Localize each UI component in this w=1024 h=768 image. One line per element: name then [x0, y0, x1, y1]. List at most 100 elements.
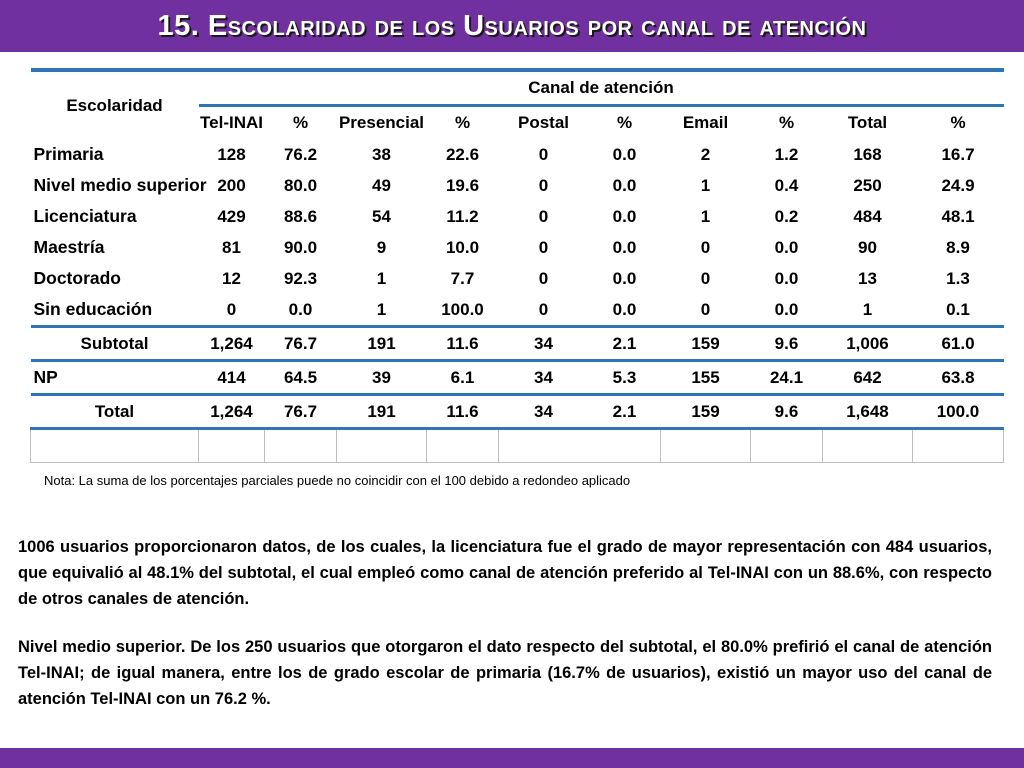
table-cell: 0.0 [612, 268, 637, 288]
table-cell: 159 [660, 393, 751, 429]
table-cell: 76.7 [264, 325, 337, 361]
table-cell: 6.1 [426, 359, 499, 395]
table-row: Primaria 128 76.2 38 22.6 0 0.0 2 1.2 168 16.7 [31, 139, 1004, 170]
column-header: % [912, 104, 1004, 139]
row-label: Doctorado [33, 268, 122, 288]
table-cell: 1,648 [822, 393, 913, 429]
column-header: Total [822, 104, 913, 139]
row-label: Nivel medio superior [33, 175, 207, 195]
table-cell: 0 [700, 268, 711, 288]
table-cell: 39 [336, 359, 427, 395]
row-label: Licenciatura [33, 206, 137, 226]
column-header: Postal [498, 104, 589, 139]
table-cell: 9.6 [750, 325, 823, 361]
table-cell: 76.7 [264, 393, 337, 429]
table-cell: 90.0 [283, 237, 318, 257]
title-bar: 15. Escolaridad de los Usuarios por cana… [0, 0, 1024, 52]
table-cell: 54 [372, 206, 391, 226]
table-cell: 100.0 [441, 299, 484, 319]
np-row: NP 414 64.5 39 6.1 34 5.3 155 24.1 642 63.8 [30, 359, 1004, 395]
table-cell: 11.6 [426, 393, 499, 429]
table-cell: 191 [336, 325, 427, 361]
table-row: Sin educación 0 0.0 1 100.0 0 0.0 0 0.0 1 0.1 [31, 294, 1004, 327]
table-cell: 414 [198, 359, 265, 395]
table-cell: 5.3 [588, 359, 661, 395]
empty-cell [822, 427, 913, 463]
table-cell: 11.2 [446, 206, 479, 226]
table-cell: 0.0 [774, 237, 799, 257]
table-cell: 1 [700, 206, 711, 226]
table-cell: 100.0 [912, 393, 1004, 429]
group-header: Canal de atención [528, 78, 674, 97]
empty-cell [336, 427, 427, 463]
table-cell: 1,264 [198, 393, 265, 429]
table-cell: 64.5 [264, 359, 337, 395]
table-cell: 484 [853, 206, 882, 226]
table-cell: 0.4 [774, 175, 799, 195]
table-cell: 0 [538, 299, 549, 319]
table-cell: 1.2 [774, 144, 799, 164]
table-cell: 63.8 [912, 359, 1004, 395]
table-cell: 1,006 [822, 325, 913, 361]
table-cell: 81 [222, 237, 241, 257]
column-header: Presencial [336, 104, 427, 139]
table-cell: 0 [700, 237, 711, 257]
row-label: NP [30, 359, 199, 395]
table-cell: 0 [538, 237, 549, 257]
table-cell: 1 [376, 268, 387, 288]
table-cell: 0.0 [612, 206, 637, 226]
column-header: % [426, 104, 499, 139]
table-row: Licenciatura 429 88.6 54 11.2 0 0.0 1 0.2 484 48.1 [31, 201, 1004, 232]
table-cell: 8.9 [946, 237, 970, 257]
table-cell: 200 [217, 175, 246, 195]
table-cell: 13 [858, 268, 877, 288]
table-cell: 128 [217, 144, 246, 164]
table-cell: 0.1 [946, 299, 970, 319]
table-cell: 0.0 [612, 144, 637, 164]
table-row: Nivel medio superior 200 80.0 49 19.6 0 0.0 1 0.… [31, 170, 1004, 201]
page-title: 15. Escolaridad de los Usuarios por cana… [157, 9, 867, 42]
table-cell: 0 [700, 299, 711, 319]
table-cell: 168 [853, 144, 882, 164]
empty-cell [912, 427, 1004, 463]
empty-cell [30, 427, 199, 463]
row-header: Escolaridad [66, 95, 163, 115]
table-cell: 48.1 [941, 206, 975, 226]
table-cell: 1.3 [946, 268, 970, 288]
column-header: Email [660, 104, 751, 139]
table-cell: 0 [538, 175, 549, 195]
table-note: Nota: La suma de los porcentajes parcial… [44, 473, 631, 488]
table-cell: 9 [376, 237, 387, 257]
schooling-by-channel-table: Escolaridad Canal de atención Tel-INAI %… [30, 68, 1004, 463]
table-cell: 642 [822, 359, 913, 395]
top-rule [30, 68, 1004, 72]
table-cell: 191 [336, 393, 427, 429]
table-cell: 22.6 [445, 144, 480, 164]
table-cell: 1 [862, 299, 873, 319]
table-cell: 1,264 [198, 325, 265, 361]
table-cell: 80.0 [283, 175, 318, 195]
row-label: Total [30, 393, 199, 429]
column-header: Tel-INAI [198, 104, 265, 139]
empty-cell [660, 427, 751, 463]
table-body: Primaria 128 76.2 38 22.6 0 0.0 2 1.2 168 16.7 Nive… [31, 139, 1004, 327]
table-cell: 0.0 [612, 175, 637, 195]
table-cell: 250 [853, 175, 882, 195]
table-cell: 0 [538, 268, 549, 288]
table-cell: 0.0 [774, 299, 799, 319]
table-cell: 16.7 [941, 144, 975, 164]
column-header: % [588, 104, 661, 139]
table-cell: 49 [372, 175, 391, 195]
table-cell: 34 [498, 325, 589, 361]
table-cell: 7.7 [450, 268, 475, 288]
bottom-bar [0, 748, 1024, 768]
table-cell: 0 [538, 206, 549, 226]
row-label: Subtotal [30, 325, 199, 361]
table-cell: 0.0 [612, 237, 637, 257]
table-cell: 159 [660, 325, 751, 361]
empty-row [30, 427, 1004, 463]
empty-cell [750, 427, 823, 463]
column-header: % [264, 104, 337, 139]
table-cell: 10.0 [445, 237, 480, 257]
table-row: Maestría 81 90.0 9 10.0 0 0.0 0 0.0 90 8.9 [31, 232, 1004, 263]
